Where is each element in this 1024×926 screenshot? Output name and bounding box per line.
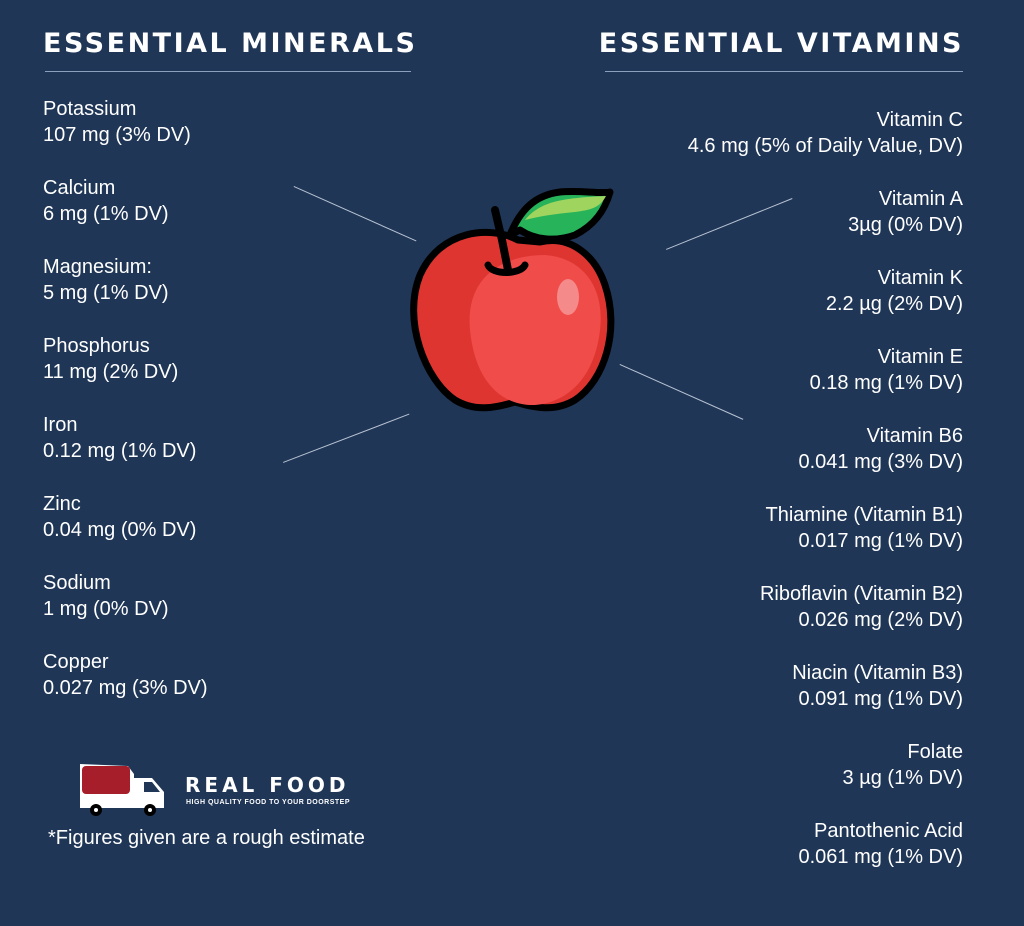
mineral-item: Iron 0.12 mg (1% DV) <box>43 414 197 462</box>
vitamin-item: Niacin (Vitamin B3) 0.091 mg (1% DV) <box>792 662 963 710</box>
connector-line <box>619 364 744 420</box>
vitamin-item: Vitamin B6 0.041 mg (3% DV) <box>798 425 963 473</box>
vitamin-item: Riboflavin (Vitamin B2) 0.026 mg (2% DV) <box>759 583 963 631</box>
vitamin-item: Vitamin K 2.2 µg (2% DV) <box>825 267 963 315</box>
minerals-heading: ESSENTIAL MINERALS <box>43 28 418 59</box>
footnote: *Figures given are a rough estimate <box>48 827 365 849</box>
vitamin-item: Pantothenic Acid 0.061 mg (1% DV) <box>798 820 963 868</box>
mineral-item: Magnesium: 5 mg (1% DV) <box>43 256 169 304</box>
connector-line <box>283 413 410 463</box>
minerals-divider <box>45 71 411 72</box>
mineral-item: Phosphorus 11 mg (2% DV) <box>43 335 179 383</box>
mineral-item: Sodium 1 mg (0% DV) <box>43 572 169 620</box>
vitamin-item: Vitamin E 0.18 mg (1% DV) <box>809 346 963 394</box>
vitamins-heading: ESSENTIAL VITAMINS <box>598 28 964 59</box>
mineral-item: Copper 0.027 mg (3% DV) <box>43 651 208 699</box>
connector-line <box>666 198 793 250</box>
connector-line <box>293 186 417 242</box>
brand-name: REAL FOOD <box>185 773 350 797</box>
brand-tagline: HIGH QUALITY FOOD TO YOUR DOORSTEP <box>186 799 351 806</box>
vitamin-item: Vitamin C 4.6 mg (5% of Daily Value, DV) <box>687 109 963 157</box>
vitamins-divider <box>605 71 963 72</box>
vitamin-item: Thiamine (Vitamin B1) 0.017 mg (1% DV) <box>765 504 963 552</box>
apple-icon <box>410 187 615 412</box>
delivery-truck-icon <box>80 764 164 816</box>
vitamin-item: Vitamin A 3µg (0% DV) <box>848 188 963 236</box>
mineral-item: Potassium 107 mg (3% DV) <box>43 98 191 146</box>
mineral-item: Calcium 6 mg (1% DV) <box>43 177 169 225</box>
vitamin-item: Folate 3 µg (1% DV) <box>842 741 963 789</box>
mineral-item: Zinc 0.04 mg (0% DV) <box>43 493 197 541</box>
